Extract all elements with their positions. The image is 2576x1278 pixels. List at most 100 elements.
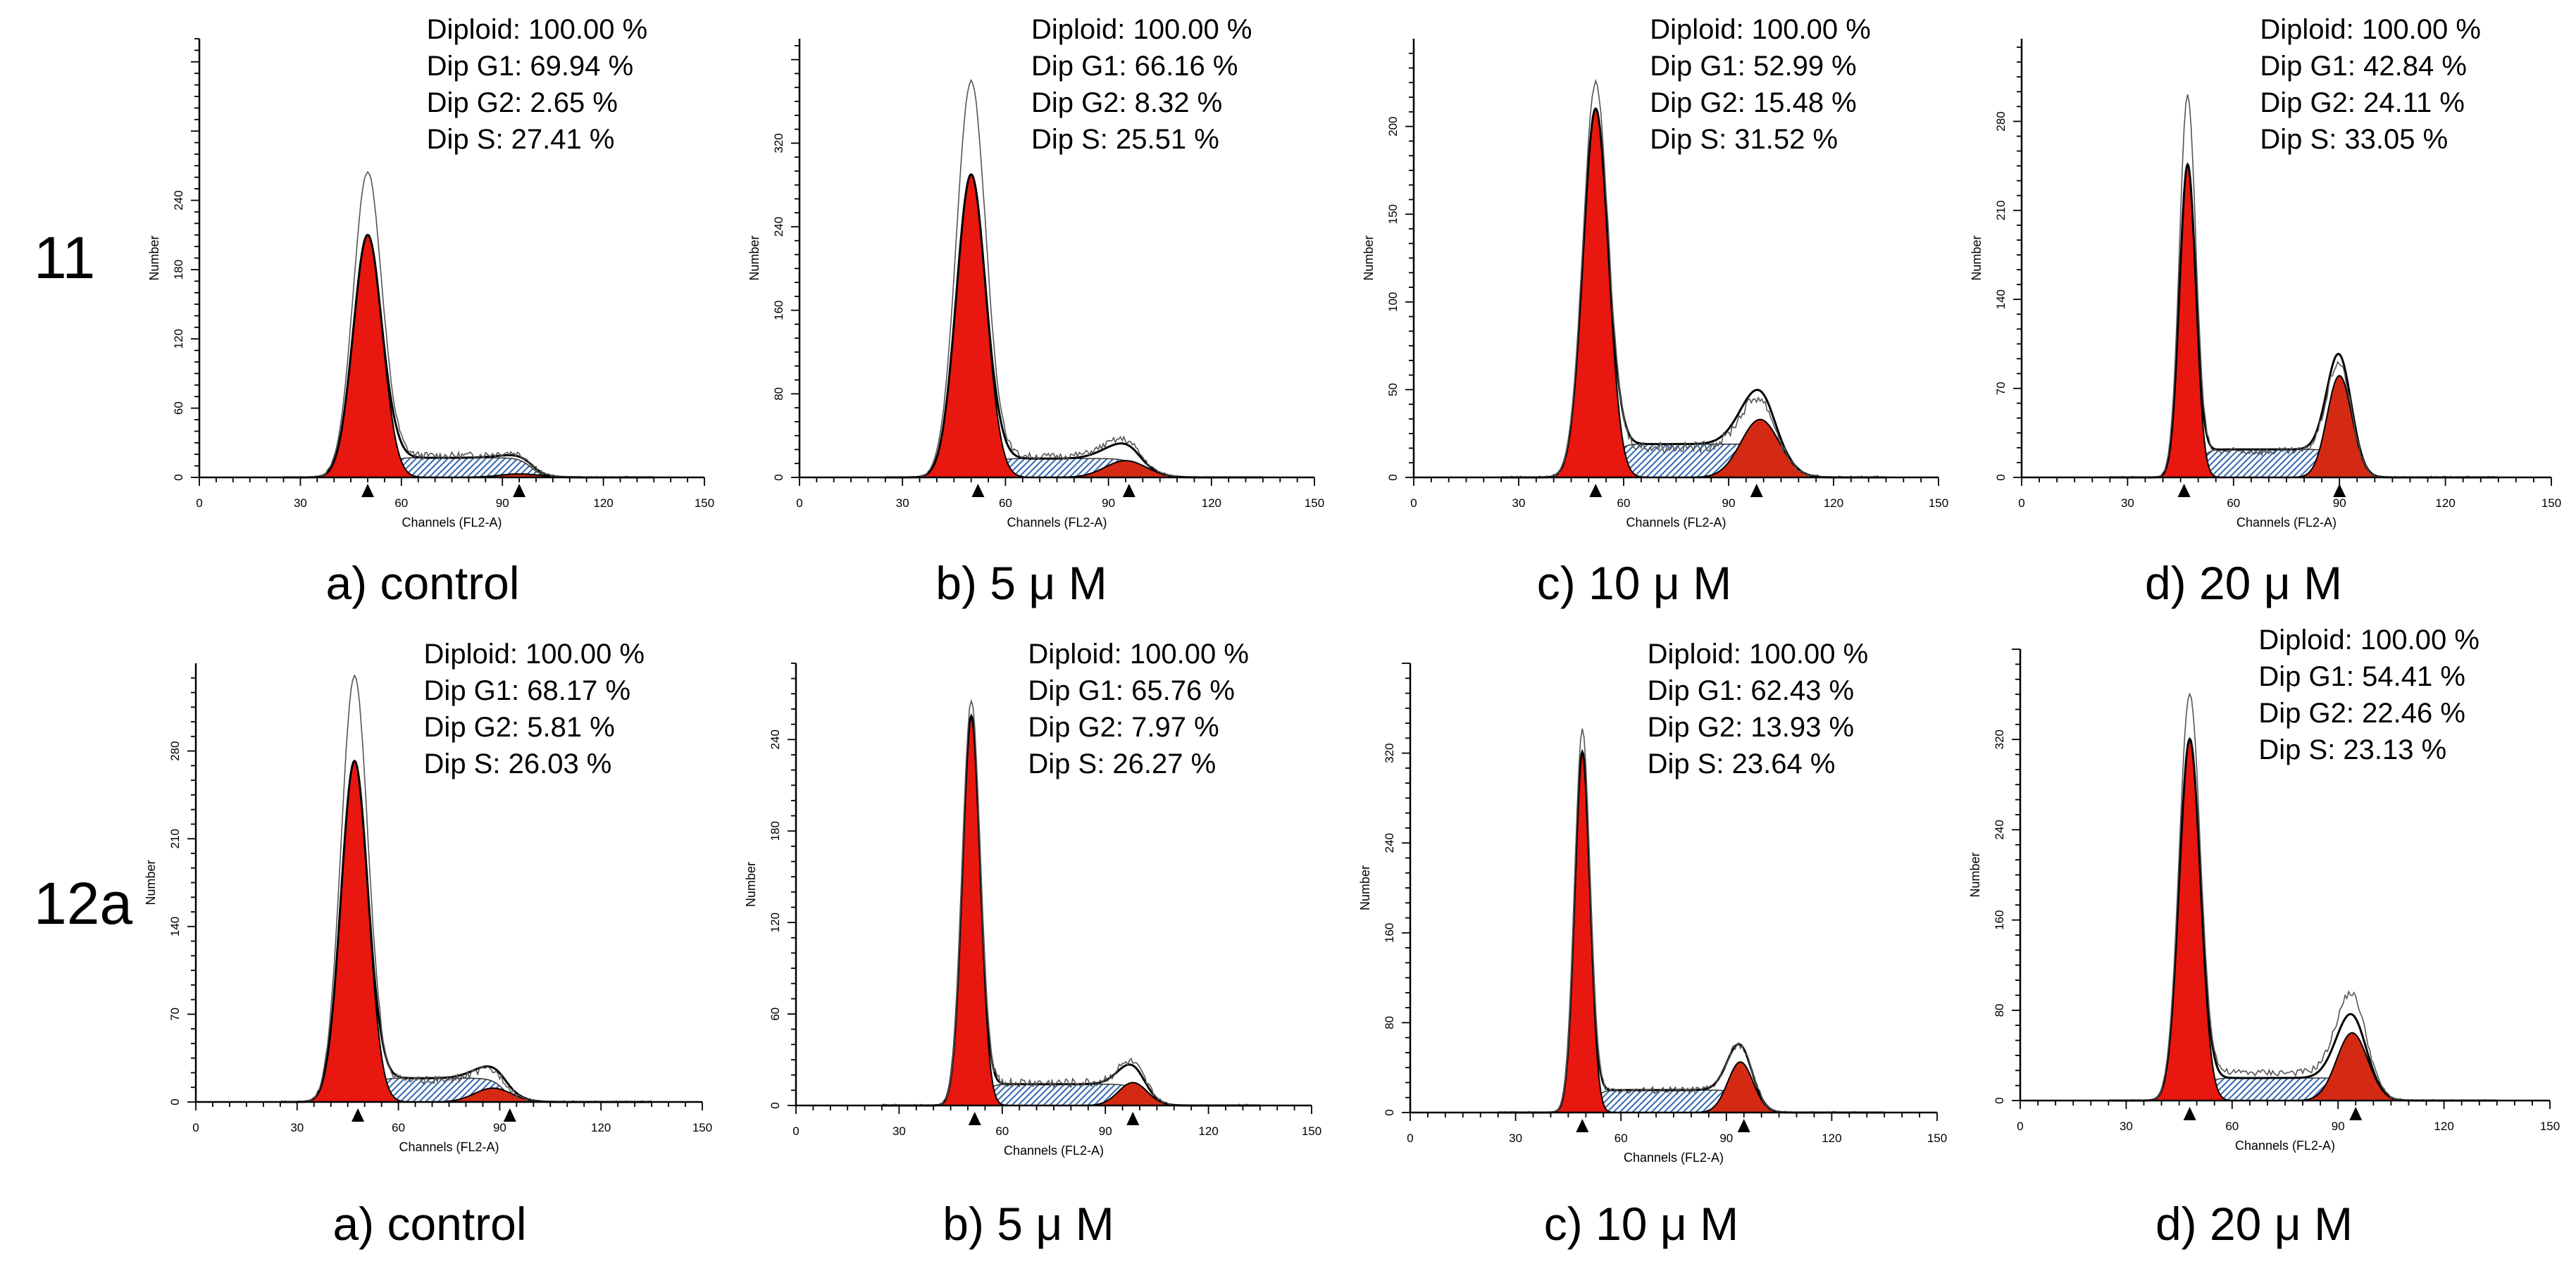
peak-marker (1122, 484, 1135, 497)
x-tick-label: 30 (892, 1124, 906, 1138)
x-tick-label: 150 (2540, 1120, 2560, 1133)
x-tick-label: 120 (2435, 496, 2455, 510)
y-tick-label: 320 (1383, 743, 1396, 763)
stat-line: Dip G2: 7.97 % (1028, 712, 1219, 743)
stat-line: Dip S: 33.05 % (2260, 124, 2448, 155)
y-tick-label: 240 (769, 729, 782, 749)
x-tick-label: 30 (896, 496, 909, 510)
x-tick-label: 150 (1302, 1124, 1321, 1138)
peak-marker (351, 1108, 365, 1122)
histogram-panel-3: 0 30 60 90 120 150 Channels (FL2-A) 0 50 100 150 20… (1362, 14, 1948, 530)
x-tick-label: 150 (1305, 496, 1324, 510)
x-tick-label: 60 (995, 1124, 1009, 1138)
y-tick-label: 70 (1994, 382, 2008, 395)
y-tick-label: 100 (1386, 292, 1400, 312)
x-tick-label: 90 (2333, 496, 2346, 510)
y-tick-label: 320 (772, 133, 785, 153)
peak-marker (971, 484, 985, 497)
x-tick-label: 150 (1929, 496, 1948, 510)
y-tick-label: 0 (168, 1098, 182, 1105)
histogram-panel-7: 0 30 60 90 120 150 Channels (FL2-A) 0 80 160 240 32… (1358, 639, 1947, 1165)
x-tick-label: 60 (1617, 496, 1631, 510)
x-tick-label: 0 (1407, 1132, 1413, 1145)
model-fit-curve (1501, 107, 1886, 479)
y-axis-label: Number (1362, 235, 1376, 280)
y-tick-label: 210 (1994, 201, 2008, 220)
stat-line: Dip G1: 68.17 % (424, 675, 631, 706)
stat-line: Dip G2: 2.65 % (427, 87, 618, 118)
x-tick-label: 60 (394, 496, 408, 510)
y-axis-label: Number (744, 862, 758, 907)
stat-line: Dip G2: 24.11 % (2260, 87, 2465, 118)
x-axis-label: Channels (FL2-A) (2235, 1139, 2335, 1153)
g1-peak (2136, 738, 2243, 1101)
x-tick-label: 60 (392, 1121, 405, 1134)
stat-line: Dip G1: 52.99 % (1650, 51, 1857, 82)
peak-marker (968, 1112, 981, 1125)
y-tick-label: 210 (168, 829, 182, 848)
y-axis-label: Number (1358, 865, 1372, 910)
stat-line: Dip G2: 5.81 % (424, 712, 615, 743)
y-tick-label: 120 (172, 329, 185, 349)
panel-caption: a) control (325, 557, 520, 609)
stat-line: Dip S: 25.51 % (1031, 124, 1219, 155)
x-tick-label: 120 (1202, 496, 1221, 510)
x-axis-label: Channels (FL2-A) (399, 1140, 499, 1154)
model-fit-curve (283, 233, 654, 479)
stat-line: Dip G2: 15.48 % (1650, 87, 1857, 118)
peak-marker (2177, 484, 2191, 497)
y-tick-label: 0 (1994, 474, 2008, 480)
x-tick-label: 60 (1614, 1132, 1628, 1145)
stat-line: Dip G1: 69.94 % (427, 51, 634, 82)
x-tick-label: 150 (2541, 496, 2561, 510)
raw-data-trace (1498, 728, 1885, 1113)
histogram-panel-6: 0 30 60 90 120 150 Channels (FL2-A) 0 60 120 180 24… (744, 639, 1321, 1158)
histogram-panel-2: 0 30 60 90 120 150 Channels (FL2-A) 0 80 160 240 32… (747, 14, 1324, 530)
x-tick-label: 90 (1722, 496, 1736, 510)
y-tick-label: 320 (1993, 729, 2006, 749)
x-tick-label: 90 (1102, 496, 1115, 510)
histogram-panel-5: 0 30 60 90 120 150 Channels (FL2-A) 0 70 140 210 28… (144, 639, 712, 1154)
stat-line: Dip G2: 22.46 % (2258, 698, 2465, 729)
peak-marker (1589, 484, 1603, 497)
x-tick-label: 120 (593, 496, 613, 510)
x-tick-label: 90 (493, 1121, 506, 1134)
y-tick-label: 160 (772, 300, 785, 320)
stat-line: Diploid: 100.00 % (424, 639, 645, 670)
y-tick-label: 140 (168, 917, 182, 936)
stat-line: Dip G1: 66.16 % (1031, 51, 1238, 82)
row-label-12a: 12a (34, 870, 133, 936)
x-tick-label: 0 (196, 496, 202, 510)
stat-line: Dip S: 26.03 % (424, 748, 612, 779)
x-tick-label: 0 (192, 1121, 199, 1134)
y-tick-label: 0 (1386, 474, 1400, 480)
g1-peak (295, 234, 440, 478)
y-tick-label: 80 (772, 387, 785, 401)
y-tick-label: 180 (172, 260, 185, 280)
x-tick-label: 0 (792, 1124, 799, 1138)
x-tick-label: 30 (1512, 496, 1526, 510)
raw-data-trace (283, 170, 654, 478)
stat-line: Diploid: 100.00 % (1031, 14, 1252, 45)
stat-line: Diploid: 100.00 % (427, 14, 648, 45)
x-tick-label: 0 (2018, 496, 2024, 510)
histogram-panel-1: 0 30 60 90 120 150 Channels (FL2-A) 0 60 120 180 24… (147, 14, 714, 530)
y-axis-label: Number (1970, 235, 1984, 280)
stat-line: Dip G1: 62.43 % (1648, 675, 1855, 706)
g1-peak (897, 173, 1045, 478)
y-tick-label: 0 (772, 474, 785, 480)
stat-line: Dip G2: 8.32 % (1031, 87, 1222, 118)
y-tick-label: 150 (1386, 204, 1400, 224)
x-tick-label: 120 (1822, 1132, 1841, 1145)
x-tick-label: 30 (290, 1121, 304, 1134)
x-axis-label: Channels (FL2-A) (1004, 1144, 1104, 1158)
panel-caption: c) 10 μ M (1543, 1198, 1739, 1250)
model-fit-curve (885, 173, 1263, 479)
x-tick-label: 120 (2434, 1120, 2453, 1133)
stat-line: Dip S: 23.64 % (1648, 748, 1836, 779)
x-tick-label: 120 (1198, 1124, 1218, 1138)
g1-peak (1532, 108, 1659, 478)
y-tick-label: 0 (1993, 1097, 2006, 1103)
y-tick-label: 60 (769, 1008, 782, 1021)
